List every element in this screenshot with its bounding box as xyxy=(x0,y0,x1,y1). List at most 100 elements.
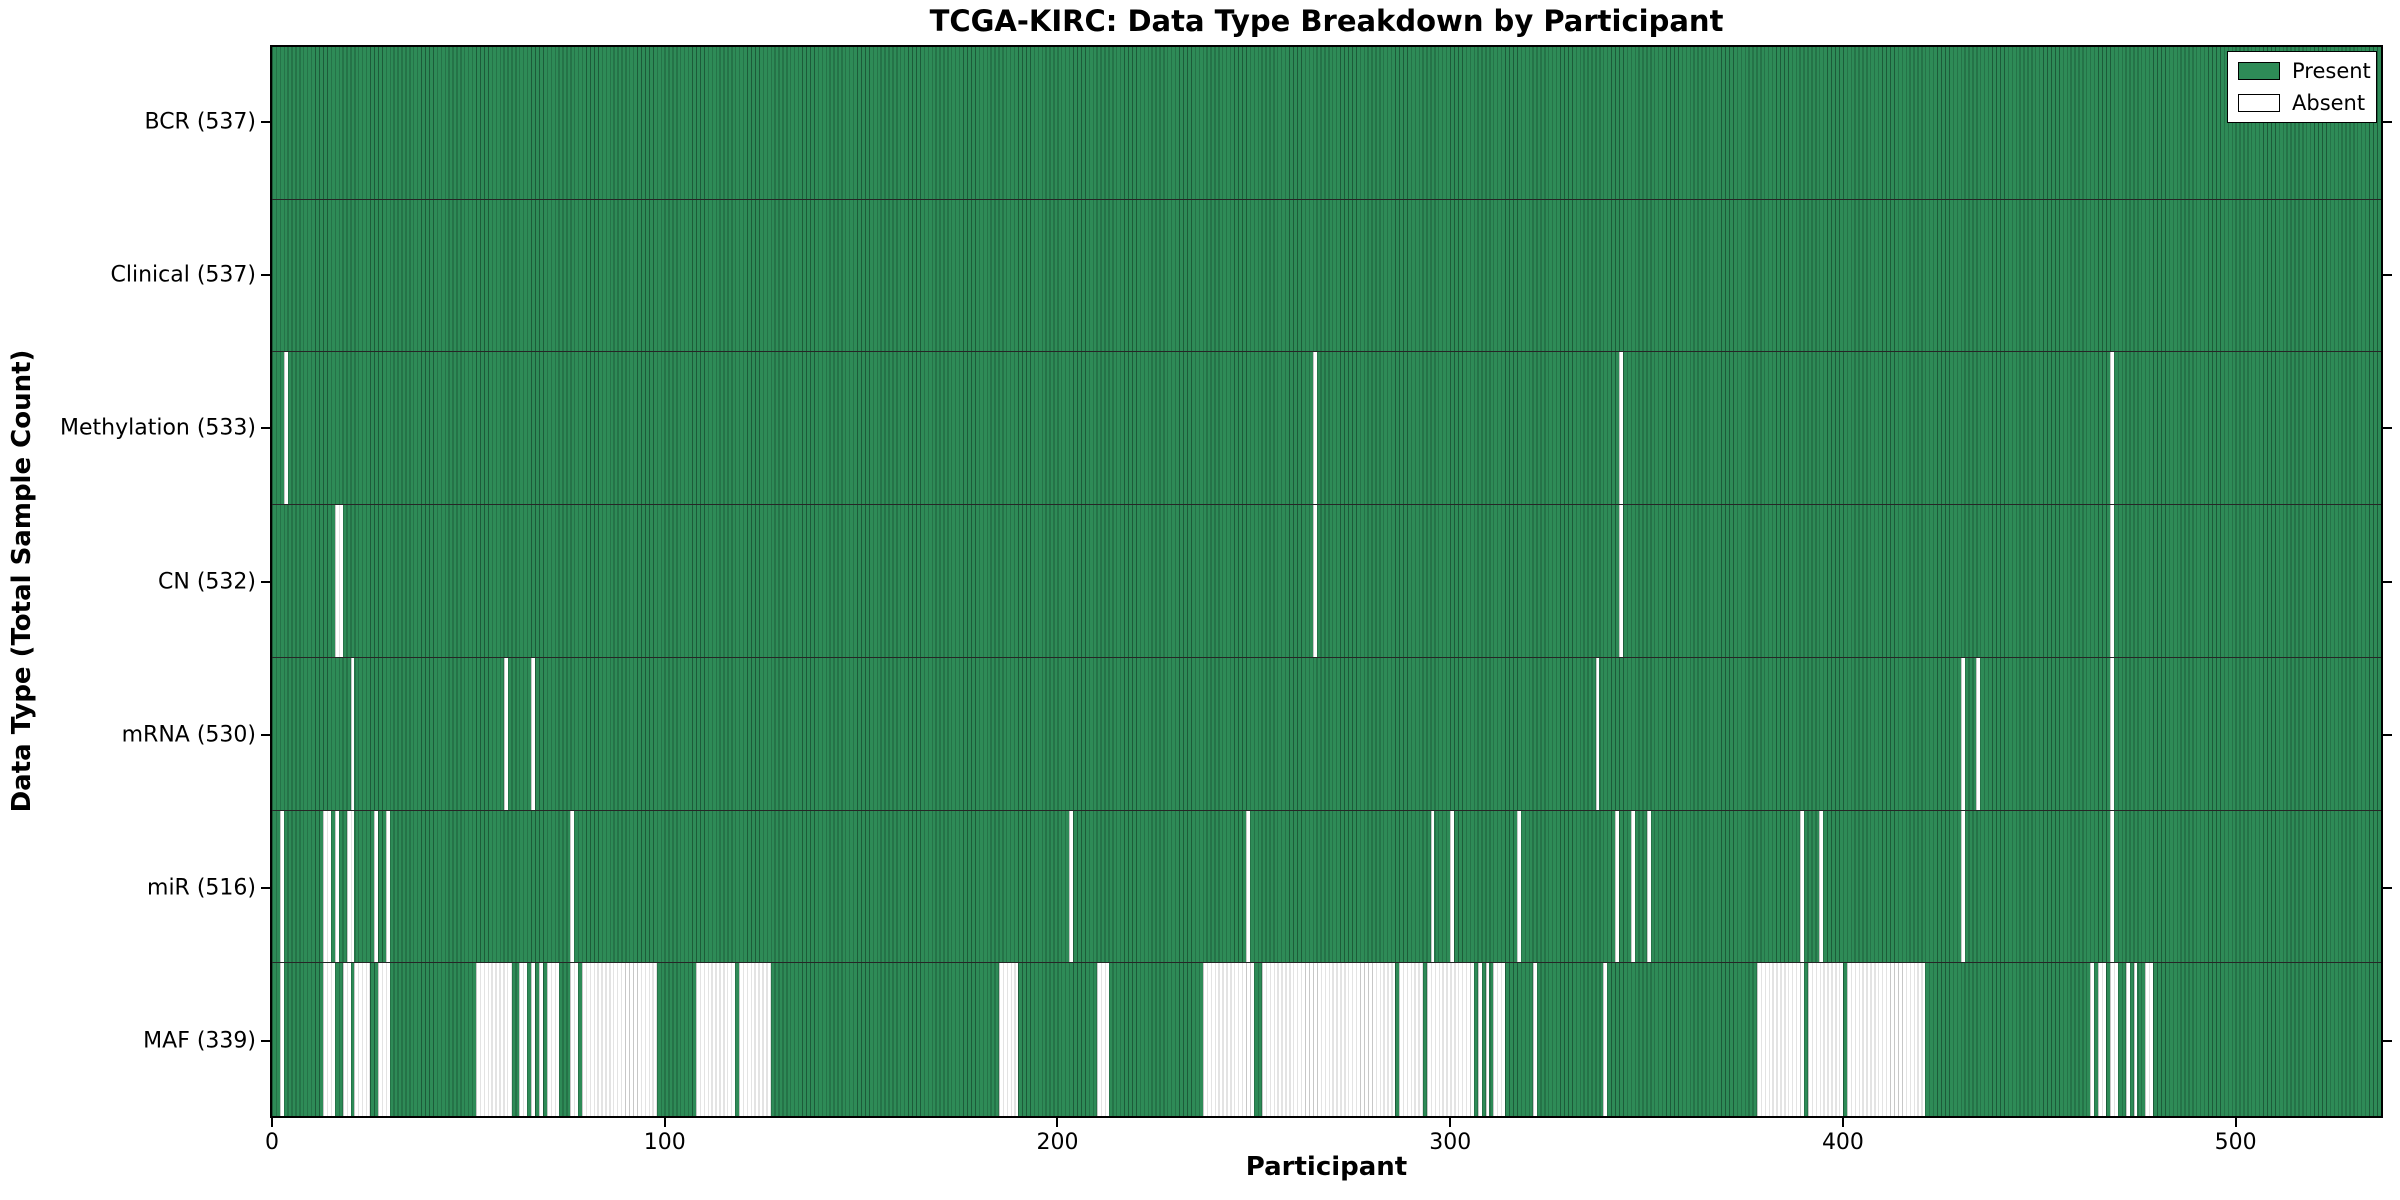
absent-bar xyxy=(354,963,371,1116)
legend-label-absent: Absent xyxy=(2292,91,2366,115)
x-tickmark xyxy=(1449,1118,1452,1127)
xtick-label-100: 100 xyxy=(643,1130,686,1155)
ytick-label-cn: CN (532) xyxy=(158,569,256,594)
row-bcr xyxy=(272,47,2381,200)
absent-bar xyxy=(1646,810,1651,963)
absent-bar xyxy=(2090,963,2095,1116)
y-tickmark xyxy=(261,733,270,736)
absent-bar xyxy=(378,963,390,1116)
absent-bar xyxy=(1069,810,1074,963)
row-clinical xyxy=(272,199,2381,353)
row-mir xyxy=(272,810,2381,964)
absent-bar xyxy=(2133,963,2138,1116)
absent-bar xyxy=(503,657,508,810)
absent-bar xyxy=(1807,963,1843,1116)
x-tickmark xyxy=(1056,1118,1059,1127)
absent-bar xyxy=(283,352,288,505)
present-fill xyxy=(272,810,2381,963)
plot-area xyxy=(270,45,2383,1118)
absent-bar xyxy=(1493,963,1506,1116)
y-tickmark xyxy=(2383,273,2392,276)
absent-bar xyxy=(519,963,528,1116)
absent-bar xyxy=(546,963,559,1116)
absent-bar xyxy=(1485,963,1490,1116)
row-mrna xyxy=(272,657,2381,811)
absent-bar xyxy=(2110,657,2114,810)
present-fill xyxy=(272,199,2381,352)
absent-bar xyxy=(385,810,390,963)
legend-label-present: Present xyxy=(2292,59,2371,83)
x-tickmark xyxy=(271,1118,273,1127)
y-tickmark xyxy=(261,120,270,123)
absent-bar xyxy=(1960,810,1965,963)
y-tickmark xyxy=(2383,580,2392,583)
absent-bar xyxy=(531,963,536,1116)
absent-bar xyxy=(1532,963,1537,1116)
absent-bar xyxy=(1450,810,1455,963)
absent-bar xyxy=(1960,657,1965,810)
xtick-label-0: 0 xyxy=(265,1130,279,1155)
absent-bar xyxy=(1426,963,1474,1116)
absent-bar xyxy=(1595,657,1600,810)
present-fill xyxy=(272,352,2381,505)
absent-bar xyxy=(1630,810,1635,963)
absent-bar xyxy=(1245,810,1250,963)
absent-bar xyxy=(1846,963,1926,1116)
absent-bar xyxy=(1312,352,1317,505)
row-maf xyxy=(272,963,2381,1116)
x-axis-label: Participant xyxy=(1245,1152,1408,1182)
y-tickmark xyxy=(261,580,270,583)
xtick-label-400: 400 xyxy=(1821,1130,1864,1155)
absent-bar xyxy=(374,810,379,963)
x-tickmark xyxy=(663,1118,666,1127)
row-methylation xyxy=(272,352,2381,506)
absent-bar xyxy=(323,963,335,1116)
absent-bar xyxy=(739,963,771,1116)
x-tickmark xyxy=(2234,1118,2237,1127)
absent-bar xyxy=(1261,963,1396,1116)
absent-bar xyxy=(1202,963,1254,1116)
y-tickmark xyxy=(2383,887,2392,890)
absent-swatch xyxy=(2238,94,2280,112)
y-tickmark xyxy=(261,273,270,276)
y-tickmark xyxy=(2383,1040,2392,1043)
absent-bar xyxy=(2110,352,2114,505)
absent-bar xyxy=(279,963,284,1116)
absent-bar xyxy=(1312,505,1317,657)
absent-bar xyxy=(350,657,355,810)
present-fill xyxy=(272,657,2381,810)
xtick-label-300: 300 xyxy=(1429,1130,1472,1155)
absent-bar xyxy=(1819,810,1824,963)
absent-bar xyxy=(2145,963,2154,1116)
absent-bar xyxy=(531,657,536,810)
ytick-label-maf: MAF (339) xyxy=(143,1028,256,1054)
y-tickmark xyxy=(2383,120,2392,123)
x-tickmark xyxy=(1841,1118,1844,1127)
legend-entry-absent: Absent xyxy=(2238,91,2366,115)
legend: Present Absent xyxy=(2227,51,2377,123)
absent-bar xyxy=(570,810,575,963)
absent-bar xyxy=(1619,352,1623,505)
absent-bar xyxy=(1477,963,1482,1116)
absent-bar xyxy=(1096,963,1109,1116)
absent-bar xyxy=(1430,810,1435,963)
ytick-label-mrna: mRNA (530) xyxy=(121,722,256,748)
absent-bar xyxy=(334,810,339,963)
absent-bar xyxy=(1756,963,1804,1116)
present-fill xyxy=(272,505,2381,657)
ytick-label-mir: miR (516) xyxy=(147,875,256,901)
y-tickmark xyxy=(261,427,270,430)
ytick-label-methylation: Methylation (533) xyxy=(60,415,256,441)
absent-bar xyxy=(2110,505,2114,657)
absent-bar xyxy=(998,963,1019,1116)
legend-entry-present: Present xyxy=(2238,59,2371,83)
absent-bar xyxy=(1603,963,1608,1116)
absent-bar xyxy=(696,963,736,1116)
absent-bar xyxy=(342,963,351,1116)
absent-bar xyxy=(279,810,284,963)
row-cn xyxy=(272,505,2381,658)
absent-bar xyxy=(2125,963,2130,1116)
absent-bar xyxy=(1516,810,1521,963)
xtick-label-500: 500 xyxy=(2214,1130,2257,1155)
ytick-label-bcr: BCR (537) xyxy=(144,109,256,135)
